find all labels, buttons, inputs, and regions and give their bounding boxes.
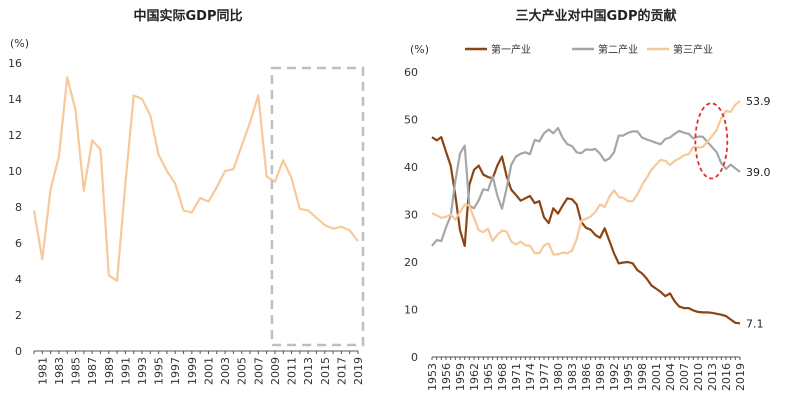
x-tick-label: 2017 [335, 357, 348, 385]
series-line-2 [431, 126, 741, 247]
x-tick-label: 2011 [286, 357, 299, 385]
x-tick-label: 1995 [622, 363, 635, 391]
y-tick-label: 10 [404, 304, 418, 317]
x-tick-label: 1959 [454, 363, 467, 391]
x-tick-label: 2010 [692, 363, 705, 391]
chart-title: 中国实际GDP同比 [134, 8, 243, 24]
series-line-3 [431, 100, 741, 256]
x-tick-label: 1968 [496, 363, 509, 391]
x-tick-label: 1992 [608, 363, 621, 391]
x-tick-label: 1989 [103, 357, 116, 385]
x-tick-label: 2007 [678, 363, 691, 391]
x-tick-label: 1983 [566, 363, 579, 391]
y-tick-label: 0 [411, 351, 418, 364]
x-tick-label: 1989 [594, 363, 607, 391]
y-tick-label: 6 [15, 237, 22, 250]
y-tick-label: 14 [8, 93, 22, 106]
x-tick-label: 1962 [468, 363, 481, 391]
industry-contribution-line-chart: 三大产业对中国GDP的贡献 (%) 0 10 20 30 40 50 60 1953 1956 195… [404, 8, 771, 391]
x-tick-label: 2019 [734, 363, 747, 391]
x-tick-label: 2001 [650, 363, 663, 391]
x-tick-label: 1999 [186, 357, 199, 385]
x-tick-label: 1995 [153, 357, 166, 385]
x-tick-label: 1956 [440, 363, 453, 391]
end-value-label-3: 53.9 [746, 95, 771, 108]
right-chart: 三大产业对中国GDP的贡献 (%) 0 10 20 30 40 50 60 1953 1956 195… [400, 0, 793, 403]
y-tick-label: 16 [8, 57, 22, 70]
x-tick-label: 1997 [169, 357, 182, 385]
x-tick-label: 1983 [53, 357, 66, 385]
y-tick-label: 8 [15, 201, 22, 214]
x-tick-label: 2009 [269, 357, 282, 385]
y-tick-label: 0 [15, 345, 22, 358]
x-tick-label: 1998 [636, 363, 649, 391]
x-tick-label: 2016 [720, 363, 733, 391]
x-tick-label: 1965 [482, 363, 495, 391]
highlight-ellipse [694, 102, 729, 180]
x-tick-label: 1977 [538, 363, 551, 391]
x-tick-label: 1980 [552, 363, 565, 391]
legend-label-2: 第二产业 [598, 43, 638, 56]
y-tick-label: 10 [8, 165, 22, 178]
x-tick-label: 1971 [510, 363, 523, 391]
y-unit-label: (%) [410, 43, 429, 56]
legend-label-3: 第三产业 [673, 43, 713, 56]
x-tick-label: 1985 [70, 357, 83, 385]
x-tick-label: 2019 [352, 357, 365, 385]
x-tick-label: 1993 [136, 357, 149, 385]
highlight-box [270, 66, 365, 347]
x-tick-label: 1991 [119, 357, 132, 385]
x-tick-label: 2015 [319, 357, 332, 385]
chart-title: 三大产业对中国GDP的贡献 [516, 8, 677, 24]
y-tick-label: 4 [15, 273, 22, 286]
x-tick-label: 2007 [252, 357, 265, 385]
x-tick-label: 1974 [524, 363, 537, 391]
y-tick-label: 60 [404, 66, 418, 79]
y-tick-label: 50 [404, 114, 418, 127]
x-tick-label: 1981 [36, 357, 49, 385]
y-tick-label: 30 [404, 209, 418, 222]
x-tick-label: 2005 [236, 357, 249, 385]
x-tick-label: 2013 [706, 363, 719, 391]
end-value-label-2: 39.0 [746, 166, 771, 179]
x-tick-label: 2004 [664, 363, 677, 391]
legend-label-1: 第一产业 [491, 43, 531, 56]
y-tick-label: 2 [15, 309, 22, 322]
series-line-1 [431, 136, 741, 325]
y-tick-label: 12 [8, 129, 22, 142]
y-tick-label: 20 [404, 256, 418, 269]
y-unit-label: (%) [10, 37, 29, 50]
x-tick-label: 1986 [580, 363, 593, 391]
series-line-1 [32, 76, 359, 282]
x-tick-label: 1953 [426, 363, 439, 391]
x-tick-label: 1987 [86, 357, 99, 385]
x-tick-label: 2013 [302, 357, 315, 385]
x-tick-label: 2003 [219, 357, 232, 385]
y-tick-label: 40 [404, 161, 418, 174]
x-tick-label: 2001 [202, 357, 215, 385]
left-chart: 中国实际GDP同比 (%) 0 2 4 6 8 10 12 14 16 1981 1983 1985 198… [0, 0, 400, 403]
end-value-label-1: 7.1 [746, 317, 764, 330]
